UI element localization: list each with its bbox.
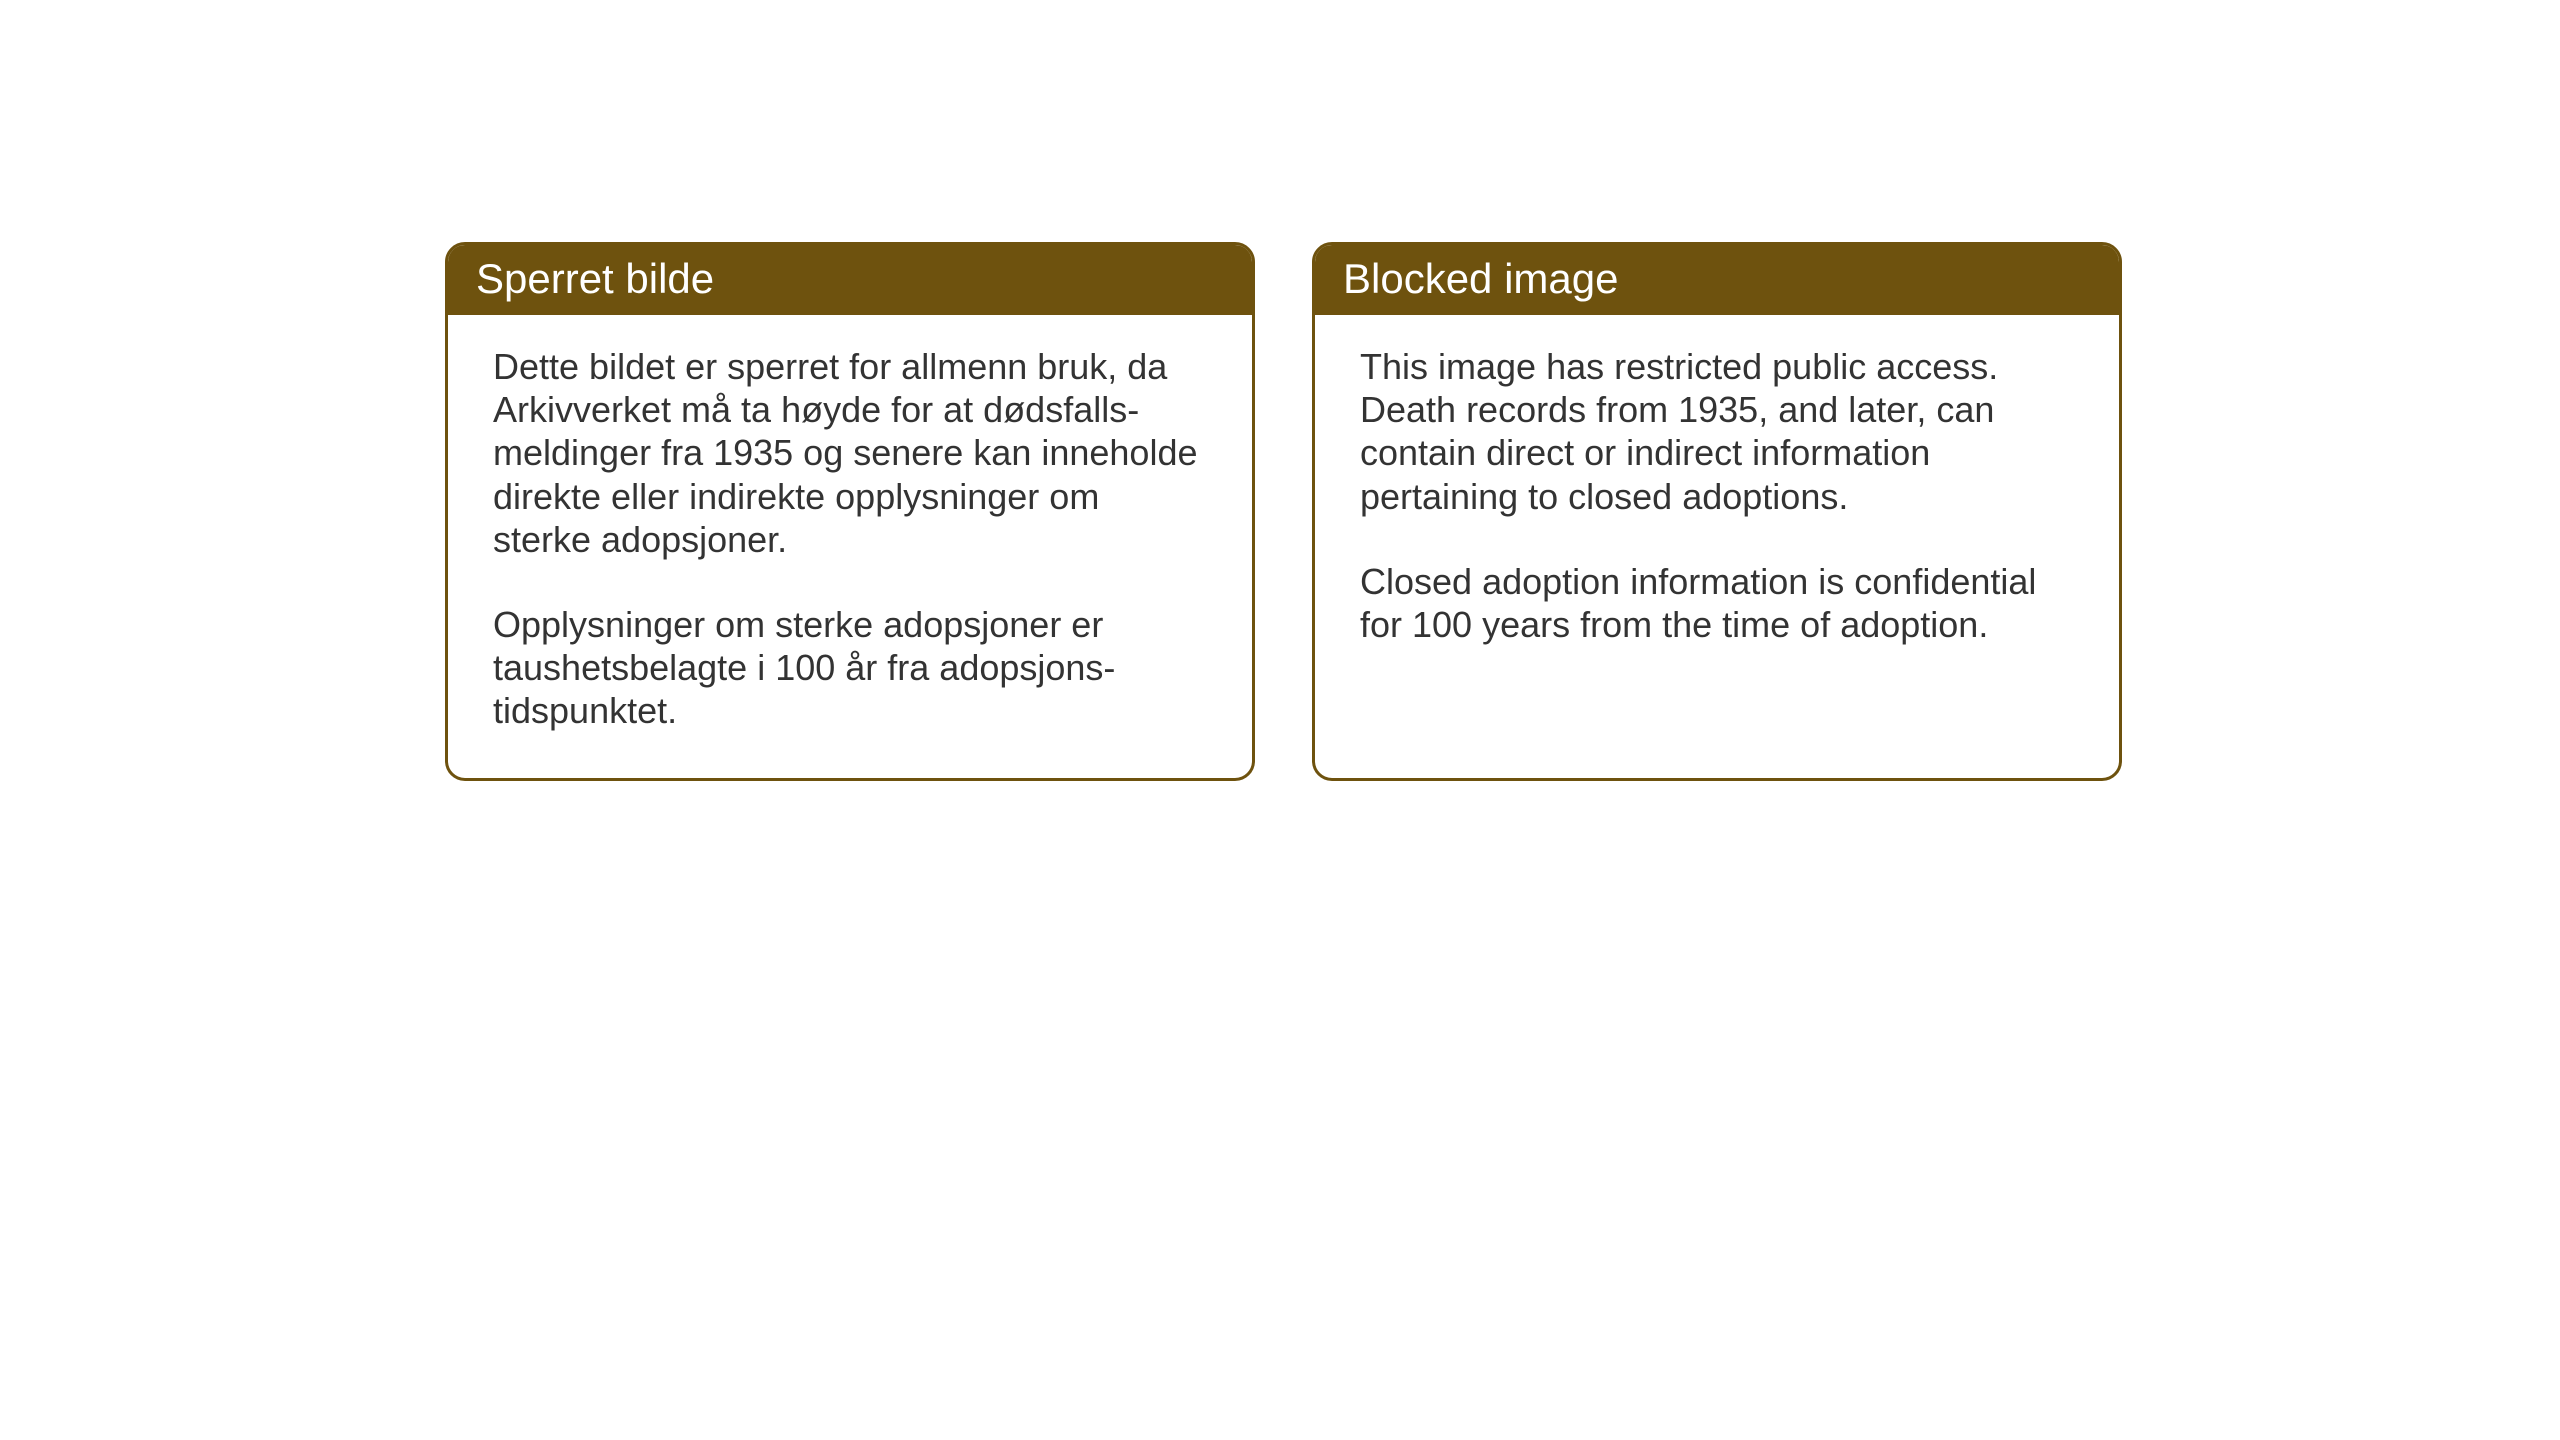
cards-container: Sperret bilde Dette bildet er sperret fo… [445, 242, 2122, 781]
norwegian-card-body: Dette bildet er sperret for allmenn bruk… [448, 315, 1252, 778]
english-paragraph-1: This image has restricted public access.… [1360, 345, 2074, 518]
english-paragraph-2: Closed adoption information is confident… [1360, 560, 2074, 646]
english-card-title: Blocked image [1343, 255, 1618, 302]
norwegian-paragraph-1: Dette bildet er sperret for allmenn bruk… [493, 345, 1207, 561]
norwegian-card: Sperret bilde Dette bildet er sperret fo… [445, 242, 1255, 781]
norwegian-card-title: Sperret bilde [476, 255, 714, 302]
english-card-header: Blocked image [1315, 245, 2119, 315]
english-card: Blocked image This image has restricted … [1312, 242, 2122, 781]
english-card-body: This image has restricted public access.… [1315, 315, 2119, 691]
norwegian-paragraph-2: Opplysninger om sterke adopsjoner er tau… [493, 603, 1207, 733]
norwegian-card-header: Sperret bilde [448, 245, 1252, 315]
